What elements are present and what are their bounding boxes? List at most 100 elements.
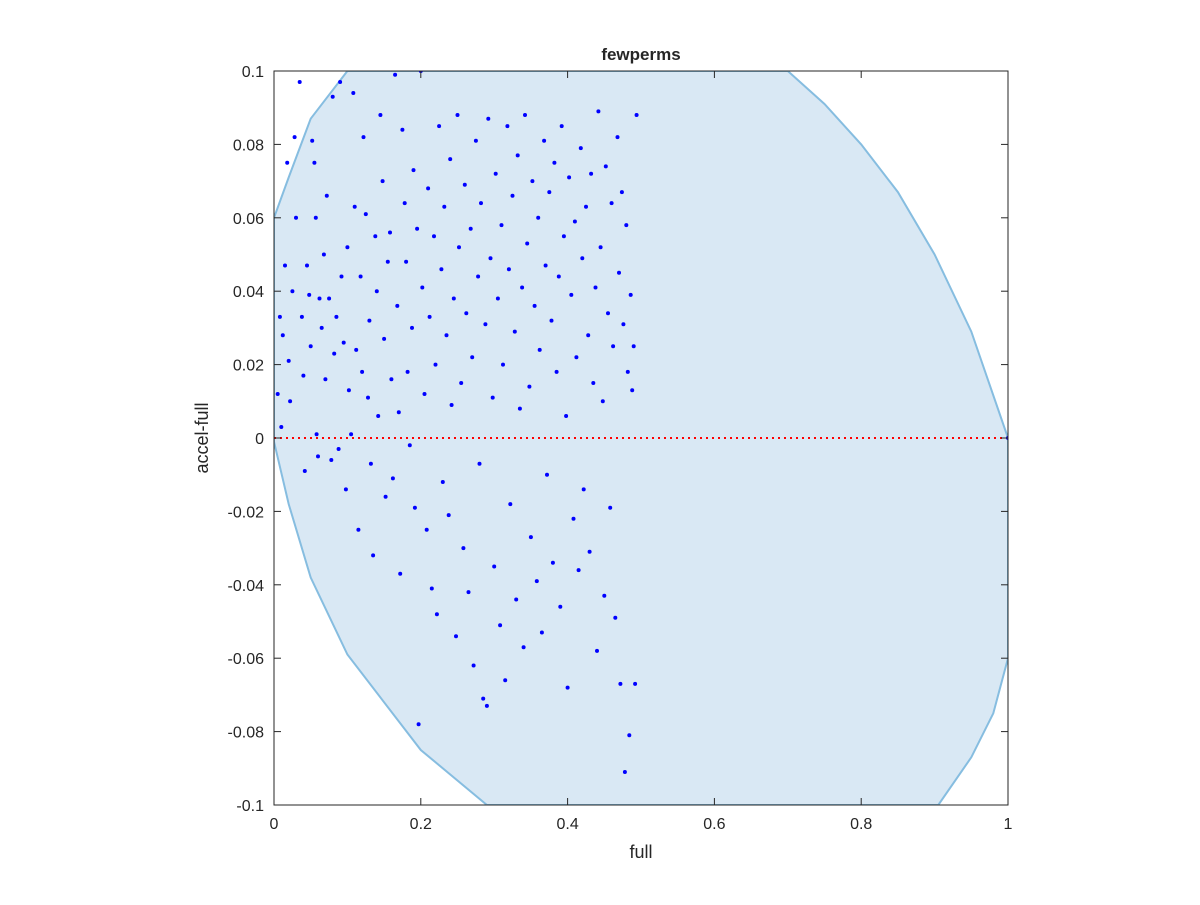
data-point (444, 333, 449, 338)
data-point (499, 223, 504, 228)
data-point (329, 458, 334, 462)
data-point (437, 124, 442, 129)
y-tick-label: 0.02 (233, 358, 264, 375)
data-point (412, 505, 417, 510)
data-point (283, 263, 287, 268)
data-point (367, 318, 372, 323)
x-tick-label: 0.8 (850, 816, 872, 833)
y-tick-label: -0.04 (228, 578, 265, 595)
data-point (349, 432, 354, 437)
data-point (334, 314, 339, 319)
data-point (514, 597, 519, 602)
data-point (346, 388, 351, 393)
data-point (336, 447, 341, 451)
data-point (451, 296, 456, 301)
data-point (567, 175, 572, 180)
data-point (275, 392, 280, 396)
data-point (589, 171, 594, 176)
data-point (618, 681, 623, 686)
data-point (288, 399, 293, 404)
data-point (354, 347, 359, 352)
data-point (396, 410, 401, 415)
data-point (459, 381, 464, 385)
data-point (339, 274, 344, 279)
data-point (591, 381, 596, 385)
data-point (550, 560, 555, 565)
data-point (383, 494, 388, 499)
data-point (361, 135, 366, 140)
data-point (424, 527, 429, 532)
data-point (323, 377, 328, 382)
data-point (420, 285, 425, 290)
data-point (627, 733, 632, 738)
ticks-layer: 0 0.2 0.4 0.6 0.8 1 -0.1 -0.08 -0.06 -0.04 -0.02 0 0… (228, 64, 1013, 833)
data-point (338, 80, 343, 84)
data-point (534, 579, 539, 584)
data-point (324, 193, 329, 198)
data-point (611, 344, 616, 349)
data-point (510, 193, 515, 198)
data-point (481, 696, 486, 701)
data-point (277, 314, 282, 319)
data-point (486, 116, 491, 121)
data-point (584, 204, 588, 209)
data-point (556, 274, 561, 279)
data-point (402, 201, 407, 206)
data-point (363, 212, 368, 217)
data-point (407, 443, 412, 448)
data-point (442, 204, 447, 209)
data-point (427, 314, 432, 319)
data-point (476, 274, 481, 279)
data-point (457, 245, 461, 250)
data-point (371, 553, 376, 558)
data-point (598, 245, 603, 250)
data-point (565, 685, 570, 690)
data-point (439, 267, 444, 272)
data-point (539, 630, 544, 635)
data-point (503, 678, 508, 683)
data-point (517, 406, 522, 411)
y-tick-label: 0.08 (233, 137, 264, 154)
data-point (378, 113, 383, 117)
data-point (351, 91, 356, 95)
data-point (294, 215, 298, 220)
data-point (382, 336, 387, 341)
y-tick-label: -0.02 (228, 504, 265, 521)
data-point (558, 604, 563, 609)
data-point (493, 171, 498, 176)
data-point (461, 546, 466, 551)
data-point (602, 593, 607, 598)
data-point (547, 190, 552, 195)
data-point (576, 568, 581, 573)
data-point (356, 527, 361, 532)
data-point (593, 285, 598, 290)
data-point (630, 388, 635, 393)
y-tick-label: -0.1 (236, 798, 264, 815)
data-point (410, 325, 414, 330)
data-point (404, 259, 409, 264)
data-point (343, 487, 348, 492)
data-point (393, 72, 398, 77)
data-point (290, 289, 295, 294)
data-point (578, 146, 583, 151)
data-point (376, 414, 381, 418)
data-point (462, 182, 467, 187)
data-point (373, 234, 378, 239)
data-point (368, 461, 373, 466)
data-point (621, 322, 626, 327)
data-point (574, 355, 579, 360)
chart-title: fewperms (601, 45, 680, 64)
data-point (286, 358, 291, 363)
data-point (454, 634, 458, 639)
data-point (624, 223, 629, 228)
data-point (490, 395, 495, 400)
data-point (390, 476, 395, 481)
data-point (314, 432, 319, 437)
data-point (302, 469, 307, 473)
data-point (595, 648, 599, 653)
data-point (395, 303, 400, 308)
data-point (471, 663, 476, 668)
x-tick-label: 0 (270, 816, 279, 833)
